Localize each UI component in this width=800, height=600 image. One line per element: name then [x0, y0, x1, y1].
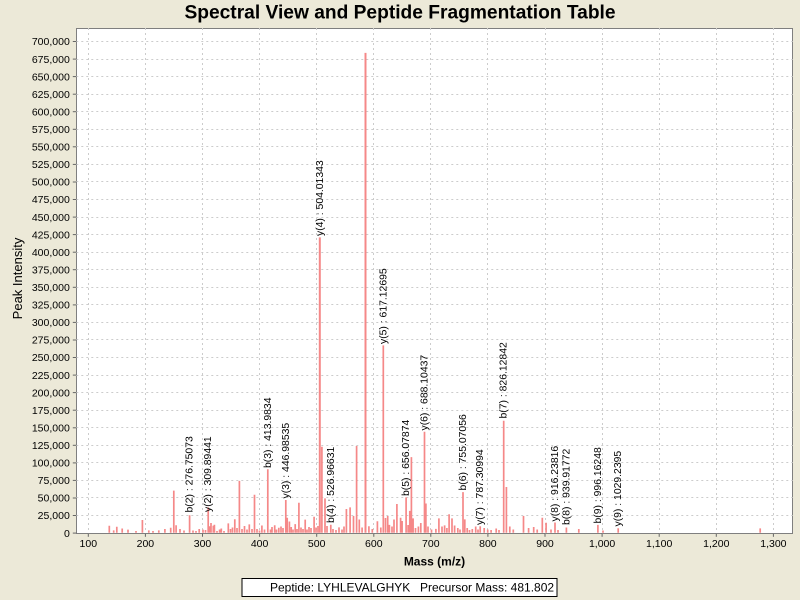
svg-text:75,000: 75,000	[38, 475, 70, 487]
svg-text:y(3) : 446.98535: y(3) : 446.98535	[281, 423, 292, 499]
svg-text:350,000: 350,000	[32, 282, 70, 294]
svg-text:Spectral View and Peptide Frag: Spectral View and Peptide Fragmentation …	[184, 2, 615, 23]
svg-text:700,000: 700,000	[32, 36, 70, 48]
svg-text:0: 0	[64, 528, 70, 540]
svg-text:475,000: 475,000	[32, 194, 70, 206]
svg-text:375,000: 375,000	[32, 264, 70, 276]
svg-text:y(5) : 617.12695: y(5) : 617.12695	[378, 268, 389, 344]
svg-text:b(5) : 656.07874: b(5) : 656.07874	[401, 420, 412, 496]
svg-text:650,000: 650,000	[32, 71, 70, 83]
svg-text:50,000: 50,000	[38, 493, 70, 505]
svg-text:225,000: 225,000	[32, 370, 70, 382]
svg-text:y(9) : 1029.2395: y(9) : 1029.2395	[613, 451, 624, 527]
svg-text:425,000: 425,000	[32, 229, 70, 241]
svg-text:y(8) : 916.23816: y(8) : 916.23816	[550, 446, 561, 522]
svg-text:250,000: 250,000	[32, 352, 70, 364]
svg-text:b(4) : 526.96631: b(4) : 526.96631	[326, 447, 337, 523]
svg-text:Precursor Mass: 481.802: Precursor Mass: 481.802	[420, 581, 554, 595]
svg-text:b(2) : 276.75073: b(2) : 276.75073	[185, 436, 196, 512]
svg-text:125,000: 125,000	[32, 440, 70, 452]
svg-text:y(4) : 504.01343: y(4) : 504.01343	[315, 160, 326, 236]
svg-text:y(7) : 787.30994: y(7) : 787.30994	[475, 449, 486, 525]
svg-text:500,000: 500,000	[32, 177, 70, 189]
svg-text:400,000: 400,000	[32, 247, 70, 259]
svg-text:450,000: 450,000	[32, 212, 70, 224]
svg-text:200,000: 200,000	[32, 387, 70, 399]
svg-text:Peptide: LYHLEVALGHYK: Peptide: LYHLEVALGHYK	[270, 581, 410, 595]
svg-text:b(7) : 826.12842: b(7) : 826.12842	[499, 342, 510, 418]
svg-text:b(6) : 755.07056: b(6) : 755.07056	[458, 414, 469, 490]
svg-text:525,000: 525,000	[32, 159, 70, 171]
svg-text:550,000: 550,000	[32, 142, 70, 154]
svg-text:y(2) : 309.89441: y(2) : 309.89441	[203, 436, 214, 512]
svg-text:b(8) : 939.91772: b(8) : 939.91772	[561, 449, 572, 525]
svg-text:1,300: 1,300	[760, 538, 786, 550]
svg-text:100: 100	[80, 538, 98, 550]
svg-text:Peak Intensity: Peak Intensity	[10, 237, 25, 319]
svg-text:b(3) : 413.9834: b(3) : 413.9834	[263, 397, 274, 468]
svg-text:150,000: 150,000	[32, 423, 70, 435]
svg-text:600,000: 600,000	[32, 106, 70, 118]
svg-text:300: 300	[194, 538, 212, 550]
svg-text:325,000: 325,000	[32, 300, 70, 312]
svg-text:100,000: 100,000	[32, 458, 70, 470]
svg-text:y(6) : 688.10437: y(6) : 688.10437	[419, 355, 430, 431]
svg-text:Mass (m/z): Mass (m/z)	[404, 555, 465, 569]
svg-text:500: 500	[308, 538, 326, 550]
svg-text:200: 200	[137, 538, 155, 550]
svg-text:1,200: 1,200	[703, 538, 729, 550]
svg-text:900: 900	[536, 538, 554, 550]
svg-text:300,000: 300,000	[32, 317, 70, 329]
svg-text:275,000: 275,000	[32, 335, 70, 347]
svg-text:400: 400	[251, 538, 269, 550]
svg-text:800: 800	[479, 538, 497, 550]
svg-text:575,000: 575,000	[32, 124, 70, 136]
svg-text:625,000: 625,000	[32, 89, 70, 101]
svg-text:675,000: 675,000	[32, 54, 70, 66]
svg-text:1,100: 1,100	[646, 538, 672, 550]
svg-text:175,000: 175,000	[32, 405, 70, 417]
svg-text:600: 600	[365, 538, 383, 550]
svg-text:1,000: 1,000	[589, 538, 615, 550]
svg-text:b(9) : 996.16248: b(9) : 996.16248	[593, 447, 604, 523]
svg-text:700: 700	[422, 538, 440, 550]
svg-text:25,000: 25,000	[38, 510, 70, 522]
